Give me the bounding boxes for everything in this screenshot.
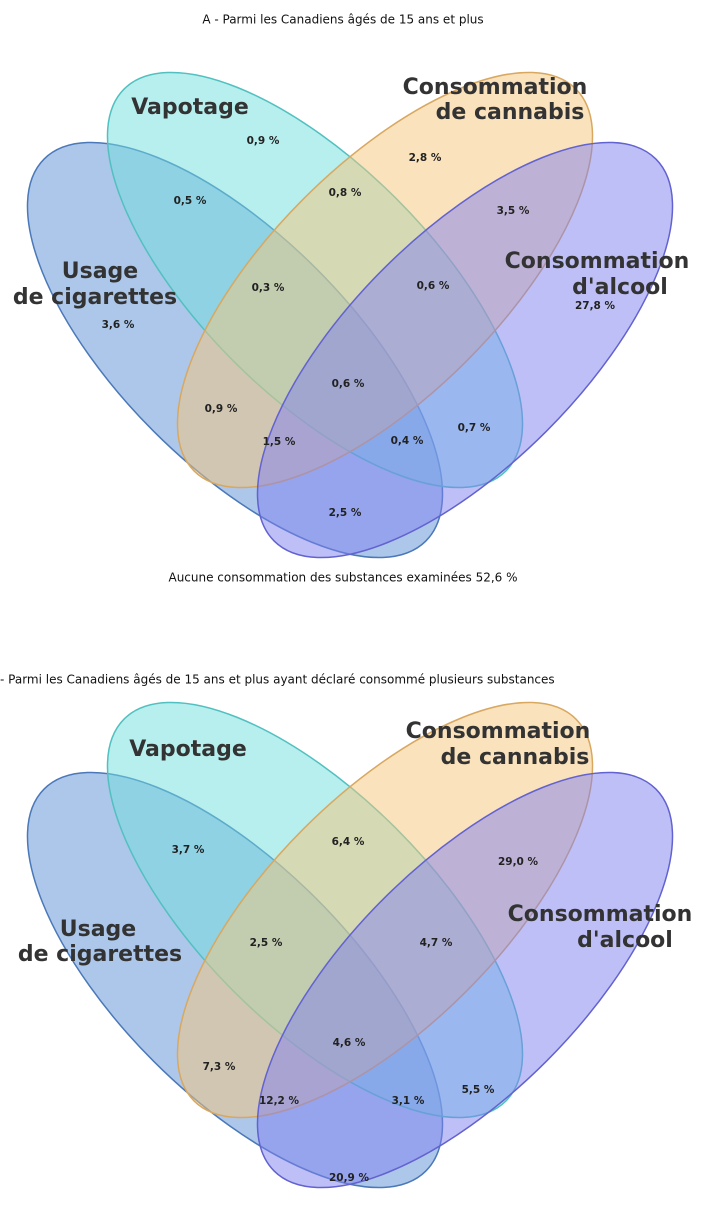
- region-value: 3,7 %: [172, 844, 205, 856]
- set-label: Consommation: [403, 75, 588, 100]
- set-label: Consommation: [505, 249, 690, 274]
- set-label: Consommation: [406, 719, 591, 744]
- set-label: de cannabis: [441, 745, 590, 770]
- set-label: Consommation: [508, 902, 693, 927]
- region-value: 12,2 %: [259, 1095, 300, 1107]
- region-value: 0,4 %: [391, 435, 424, 447]
- set-label: Usage: [60, 917, 136, 942]
- region-value: 3,6 %: [102, 319, 135, 331]
- region-value: 0,7 %: [458, 422, 491, 434]
- region-value: 0,3 %: [252, 282, 285, 294]
- set-label: Vapotage: [131, 95, 249, 120]
- set-label: de cigarettes: [13, 285, 177, 310]
- region-value: 6,4 %: [332, 836, 365, 848]
- set-ellipse: [256, 141, 674, 559]
- region-value: 29,0 %: [498, 856, 539, 868]
- region-value: 2,5 %: [250, 937, 283, 949]
- region-value: 3,5 %: [497, 205, 530, 217]
- diagram-title: - Parmi les Canadiens âgés de 15 ans et …: [0, 673, 555, 687]
- region-value: 0,6 %: [417, 280, 450, 292]
- region-value: 1,5 %: [263, 436, 296, 448]
- region-value: 0,8 %: [329, 187, 362, 199]
- set-label: Usage: [62, 259, 138, 284]
- region-value: 20,9 %: [329, 1172, 370, 1184]
- region-value: 3,1 %: [392, 1095, 425, 1107]
- region-value: 2,8 %: [409, 152, 442, 164]
- region-value: 4,7 %: [420, 937, 453, 949]
- region-value: 0,9 %: [247, 135, 280, 147]
- region-value: 2,5 %: [329, 507, 362, 519]
- footer-note: Aucune consommation des substances exami…: [168, 571, 517, 585]
- diagram-title: A - Parmi les Canadiens âgés de 15 ans e…: [202, 13, 483, 27]
- set-label: de cigarettes: [18, 942, 182, 967]
- region-value: 0,5 %: [174, 195, 207, 207]
- set-label: d'alcool: [577, 928, 673, 953]
- set-ellipse: [256, 771, 674, 1189]
- region-value: 5,5 %: [462, 1084, 495, 1096]
- set-label: d'alcool: [572, 275, 668, 300]
- region-value: 27,8 %: [575, 300, 616, 312]
- region-value: 7,3 %: [203, 1061, 236, 1073]
- region-value: 0,9 %: [205, 403, 238, 415]
- region-value: 4,6 %: [333, 1037, 366, 1049]
- set-label: de cannabis: [436, 100, 585, 125]
- set-label: Vapotage: [129, 737, 247, 762]
- region-value: 0,6 %: [332, 378, 365, 390]
